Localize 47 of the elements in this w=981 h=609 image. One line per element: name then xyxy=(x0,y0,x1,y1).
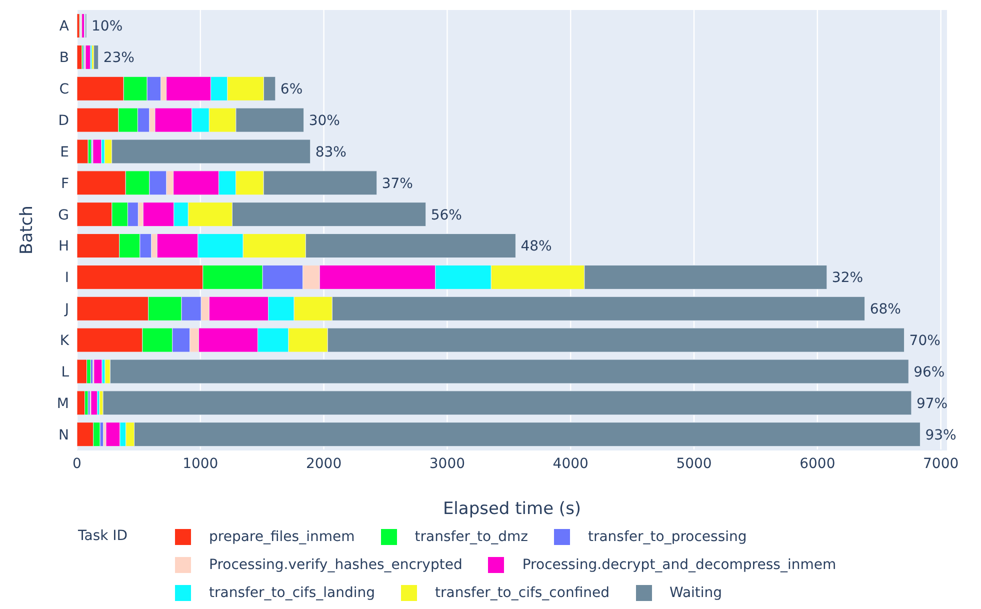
annotation: 32% xyxy=(832,270,864,286)
legend-title: Task ID xyxy=(78,527,129,544)
annotation: 10% xyxy=(92,18,123,35)
y-tick-label: E xyxy=(60,144,69,160)
annotation: 30% xyxy=(308,112,340,129)
legend-label: Waiting xyxy=(670,585,722,601)
x-axis-title: Elapsed time (s) xyxy=(442,499,582,519)
legend-label: prepare_files_inmem xyxy=(209,529,355,545)
x-tick-label: 3000 xyxy=(429,456,466,472)
y-tick-label: F xyxy=(60,176,69,192)
annotation: 23% xyxy=(103,50,134,66)
annotation: 6% xyxy=(280,82,303,98)
legend-label: transfer_to_processing xyxy=(588,529,747,545)
legend-label: transfer_to_cifs_landing xyxy=(209,585,376,601)
legend-label: Processing.verify_hashes_encrypted xyxy=(209,557,462,573)
y-tick-label: B xyxy=(59,50,69,66)
y-tick-label: K xyxy=(60,332,70,349)
x-tick-label: 2000 xyxy=(306,456,342,472)
annotation: 96% xyxy=(914,364,945,380)
annotation: 48% xyxy=(520,238,552,255)
x-tick-label: 6000 xyxy=(800,456,836,472)
y-tick-label: G xyxy=(58,207,69,224)
x-tick-label: 4000 xyxy=(552,456,588,472)
y-axis-title: Batch xyxy=(17,206,38,254)
y-tick-label: D xyxy=(58,112,69,129)
legend-label: Processing.decrypt_and_decompress_inmem xyxy=(522,557,836,573)
x-tick-label: 1000 xyxy=(182,456,218,472)
x-tick-label: 5000 xyxy=(676,456,712,472)
annotation: 68% xyxy=(870,302,901,318)
annotation: 37% xyxy=(382,176,413,192)
y-tick-label: A xyxy=(59,18,70,35)
legend-label: transfer_to_cifs_confined xyxy=(435,585,610,601)
y-tick-label: M xyxy=(56,396,69,412)
y-tick-label: H xyxy=(58,238,69,255)
x-tick-label: 7000 xyxy=(923,456,959,472)
y-tick-label: L xyxy=(61,364,70,380)
y-tick-label: N xyxy=(58,427,69,444)
y-tick-label: I xyxy=(64,270,69,286)
annotation: 97% xyxy=(916,396,948,412)
y-tick-label: C xyxy=(59,82,70,98)
legend-label: transfer_to_dmz xyxy=(414,529,528,545)
annotation: 83% xyxy=(315,144,346,160)
y-tick-label: J xyxy=(64,302,69,318)
annotation: 70% xyxy=(909,332,940,349)
annotation: 56% xyxy=(430,207,462,224)
annotation: 93% xyxy=(925,427,956,444)
x-tick-label: 0 xyxy=(72,456,82,472)
